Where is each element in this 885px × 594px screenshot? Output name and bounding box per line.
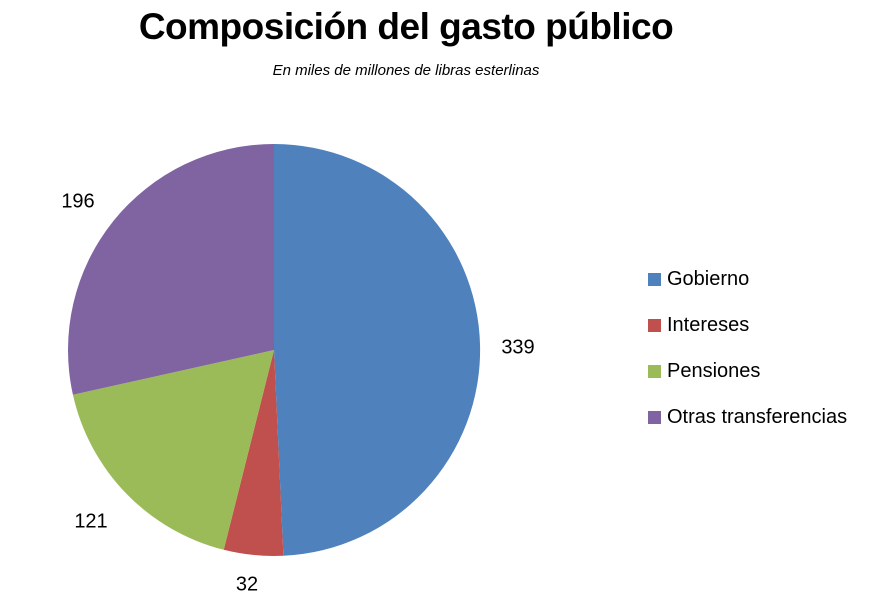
pie-slice-pensiones [72, 350, 275, 550]
pie-slice-intereses [223, 350, 284, 557]
legend-label-pensiones: Pensiones [667, 359, 761, 382]
pie-slices [68, 143, 481, 557]
legend-swatch-otras-transferencias [648, 410, 661, 424]
legend-item-intereses: Intereses [648, 302, 880, 348]
data-label-gobierno: 339 [501, 336, 534, 358]
data-label-intereses: 32 [236, 573, 258, 594]
legend-item-otras-transferencias: Otras transferencias [648, 394, 880, 440]
legend: Gobierno Intereses Pensiones Otras trans… [648, 256, 880, 440]
chart-title: Composición del gasto público [138, 6, 674, 47]
legend-swatch-gobierno [648, 272, 661, 286]
legend-item-gobierno: Gobierno [648, 256, 880, 302]
pie-slice-gobierno [274, 143, 481, 556]
legend-item-pensiones: Pensiones [648, 348, 880, 394]
data-label-pensiones: 121 [74, 510, 107, 532]
legend-swatch-pensiones [648, 364, 661, 378]
legend-label-intereses: Intereses [667, 313, 750, 336]
legend-label-otras-transferencias: Otras transferencias [667, 405, 848, 428]
legend-swatch-intereses [648, 318, 661, 332]
pie-data-labels: 339 32 121 196 [61, 190, 534, 594]
legend-label-gobierno: Gobierno [667, 267, 750, 290]
pie-slice-otras-transferencias [68, 144, 274, 395]
chart-subtitle: En miles de millones de libras esterlina… [272, 62, 540, 79]
data-label-otras-transferencias: 196 [61, 190, 94, 212]
